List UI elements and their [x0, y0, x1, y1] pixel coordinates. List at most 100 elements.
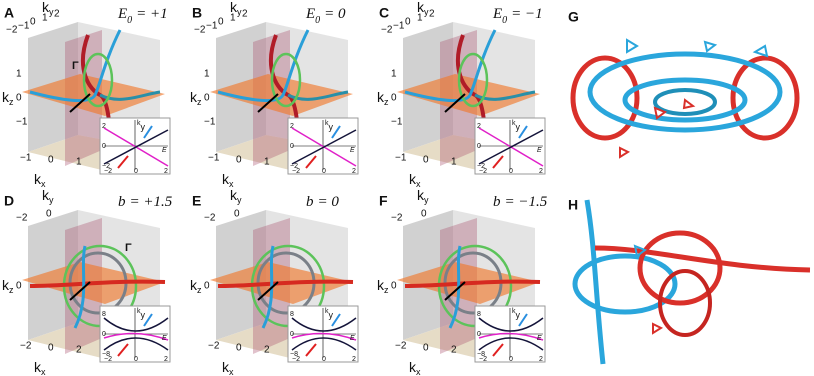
inset-xlabel: E — [162, 147, 167, 154]
inset-ytick: 8 — [102, 311, 106, 318]
axis-kx: kx — [409, 171, 421, 190]
band-magenta — [291, 332, 357, 341]
inset-ylabel-main: k — [512, 120, 516, 127]
kz-tick: 0 — [391, 281, 397, 292]
arrow-markers — [619, 98, 696, 159]
inset-ytick: 2 — [290, 123, 294, 130]
band-navy — [291, 129, 357, 165]
ky-tick: 1 — [417, 13, 423, 24]
red-arrow — [492, 155, 504, 169]
inset-xlabel: E — [350, 147, 355, 154]
axis-ky: ky — [417, 187, 429, 206]
blue-curve — [217, 29, 310, 102]
inset-xtick: 2 — [164, 356, 168, 363]
ky-tick: −2 — [194, 25, 206, 36]
inset-xlabel: E — [537, 147, 542, 154]
kx-tick: 0 — [236, 343, 242, 354]
arrow — [444, 281, 466, 301]
inset-ylabel-sub: y — [516, 122, 521, 132]
kx-tick: −1 — [208, 153, 220, 164]
axis-kx-main: k — [34, 171, 42, 187]
kx-tick: −2 — [20, 341, 32, 352]
ky-tick: −2 — [6, 25, 18, 36]
blue-curve — [73, 245, 87, 329]
inset-ylabel-sub: y — [329, 122, 334, 132]
panel-label: H — [568, 197, 578, 213]
axis-kz-main: k — [190, 277, 198, 293]
inset-xtick: 0 — [134, 356, 138, 363]
inset-ylabel: ky — [137, 120, 146, 133]
ky-tick: 0 — [30, 17, 36, 28]
inset-ytick: −2 — [102, 163, 110, 170]
red-curve — [217, 279, 354, 288]
teal-curve — [474, 90, 536, 101]
arrow — [69, 281, 91, 301]
axis-ky: ky — [42, 187, 54, 206]
axis-kz-main: k — [2, 277, 10, 293]
inset-ytick: 8 — [290, 311, 294, 318]
axis-ky-sub: y — [237, 7, 242, 17]
ky-tick: 2 — [54, 9, 60, 20]
blue-arrow — [518, 313, 528, 327]
axis-ky: ky — [42, 0, 54, 17]
axis-kx-sub: x — [229, 367, 234, 376]
param-name: E — [305, 6, 315, 22]
panel-label: A — [4, 5, 14, 21]
axis-kz-sub: z — [384, 285, 389, 295]
band-navy — [291, 317, 357, 332]
axis-kx: kx — [409, 359, 421, 376]
kz-tick: 1 — [391, 69, 397, 80]
inset-xtick: −2 — [292, 168, 300, 175]
axis-ky-sub: y — [49, 195, 54, 205]
axis-kz: kz — [2, 277, 14, 296]
kx-tick: −1 — [395, 153, 407, 164]
arrow — [257, 93, 279, 113]
inset-ylabel: ky — [325, 308, 334, 321]
inset-xtick: 0 — [322, 356, 326, 363]
inset-ytick: −8 — [477, 351, 485, 358]
ky-tick: 2 — [242, 9, 248, 20]
ky-tick: −2 — [391, 213, 403, 224]
blue-loop — [622, 77, 748, 123]
ky-tick: 1 — [42, 13, 48, 24]
axis-kz-main: k — [2, 89, 10, 105]
ky-tick: 0 — [218, 17, 224, 28]
arrow-markers — [633, 244, 648, 258]
parameter: E0 = 0 — [305, 6, 346, 25]
band-navy — [478, 317, 544, 332]
inset-ytick: −8 — [290, 351, 298, 358]
inset-ytick: 0 — [290, 331, 294, 338]
red-arrow — [492, 343, 504, 357]
kz-tick: 1 — [204, 69, 210, 80]
axis-ky: ky — [417, 0, 429, 17]
axis-ky-main: k — [417, 187, 425, 203]
kx-tick: 0 — [423, 343, 429, 354]
axis-kz-sub: z — [9, 97, 14, 107]
kz-tick: 0 — [391, 93, 397, 104]
panel-label: D — [4, 193, 14, 209]
blue-strand — [584, 199, 606, 365]
inset-ylabel-sub: y — [141, 310, 146, 320]
axis-ky-sub: y — [424, 195, 429, 205]
parameter: b = +1.5 — [118, 194, 173, 210]
blue-arrow — [331, 125, 341, 139]
inset-xlabel: E — [350, 335, 355, 342]
ky-tick: 2 — [429, 9, 435, 20]
inset-ytick: 0 — [477, 143, 481, 150]
axis-ky-sub: y — [237, 195, 242, 205]
kx-tick: 1 — [451, 157, 457, 168]
green-loop — [457, 52, 489, 108]
inset-ylabel-main: k — [137, 308, 141, 315]
band-navy — [478, 337, 544, 351]
inset-ytick: 2 — [477, 123, 481, 130]
inset-xtick: 2 — [164, 168, 168, 175]
param-name: E — [117, 6, 127, 22]
inset-ylabel-sub: y — [329, 310, 334, 320]
inset: ky E 8 0 −8−2 0 2 — [99, 305, 171, 363]
axis-kz-sub: z — [9, 285, 14, 295]
red-loop — [730, 55, 800, 141]
green-loop — [82, 52, 114, 108]
